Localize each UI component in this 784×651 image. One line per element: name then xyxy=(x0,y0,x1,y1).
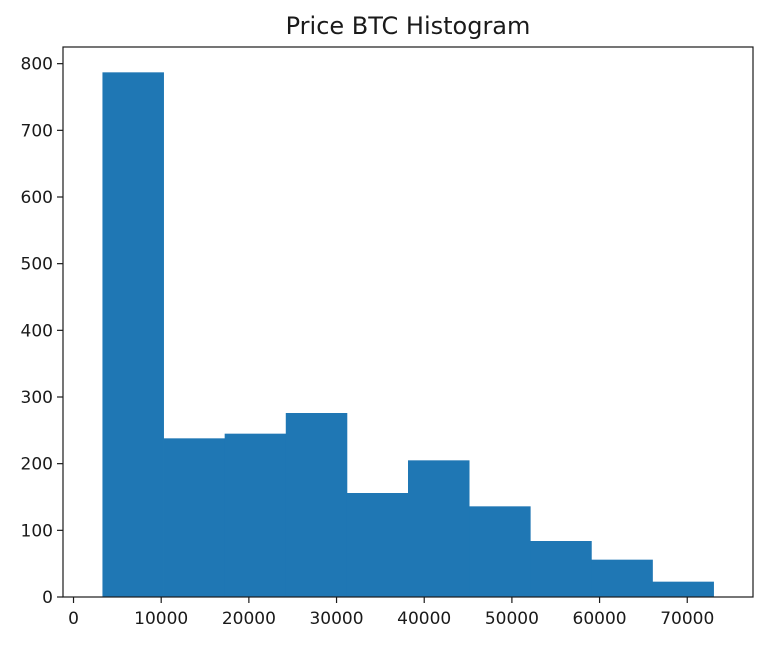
plot-frame xyxy=(62,46,754,598)
histogram-bar xyxy=(285,413,348,597)
histogram-bar xyxy=(163,438,226,597)
y-tick-label: 0 xyxy=(42,588,53,608)
y-tick-label: 300 xyxy=(21,388,53,408)
histogram-bar xyxy=(408,460,470,597)
x-tick-label: 60000 xyxy=(573,609,627,629)
x-tick-label: 30000 xyxy=(309,609,363,629)
x-axis: 0 10000 20000 30000 40000 50000 60000 70000 xyxy=(68,597,714,629)
x-tick-label: 20000 xyxy=(222,609,276,629)
histogram-bar xyxy=(346,493,409,597)
histogram-bar xyxy=(530,541,592,597)
y-tick-label: 100 xyxy=(21,521,53,541)
x-tick-label: 40000 xyxy=(397,609,451,629)
x-tick-label: 0 xyxy=(68,609,79,629)
y-axis: 0 100 200 300 400 500 600 700 800 xyxy=(21,55,63,608)
x-tick-label: 50000 xyxy=(485,609,539,629)
chart-title: Price BTC Histogram xyxy=(286,12,531,40)
histogram-bar xyxy=(102,72,164,598)
y-tick-label: 600 xyxy=(21,188,53,208)
histogram-bar xyxy=(591,559,653,597)
histogram-bar xyxy=(469,506,531,597)
bars-layer xyxy=(102,72,714,598)
histogram-bar xyxy=(224,433,287,597)
histogram-bar xyxy=(652,581,714,597)
x-tick-label: 70000 xyxy=(660,609,714,629)
y-tick-label: 400 xyxy=(21,321,53,341)
y-tick-label: 700 xyxy=(21,121,53,141)
y-tick-label: 500 xyxy=(21,255,53,275)
y-tick-label: 200 xyxy=(21,455,53,475)
x-tick-label: 10000 xyxy=(134,609,188,629)
y-tick-label: 800 xyxy=(21,55,53,75)
